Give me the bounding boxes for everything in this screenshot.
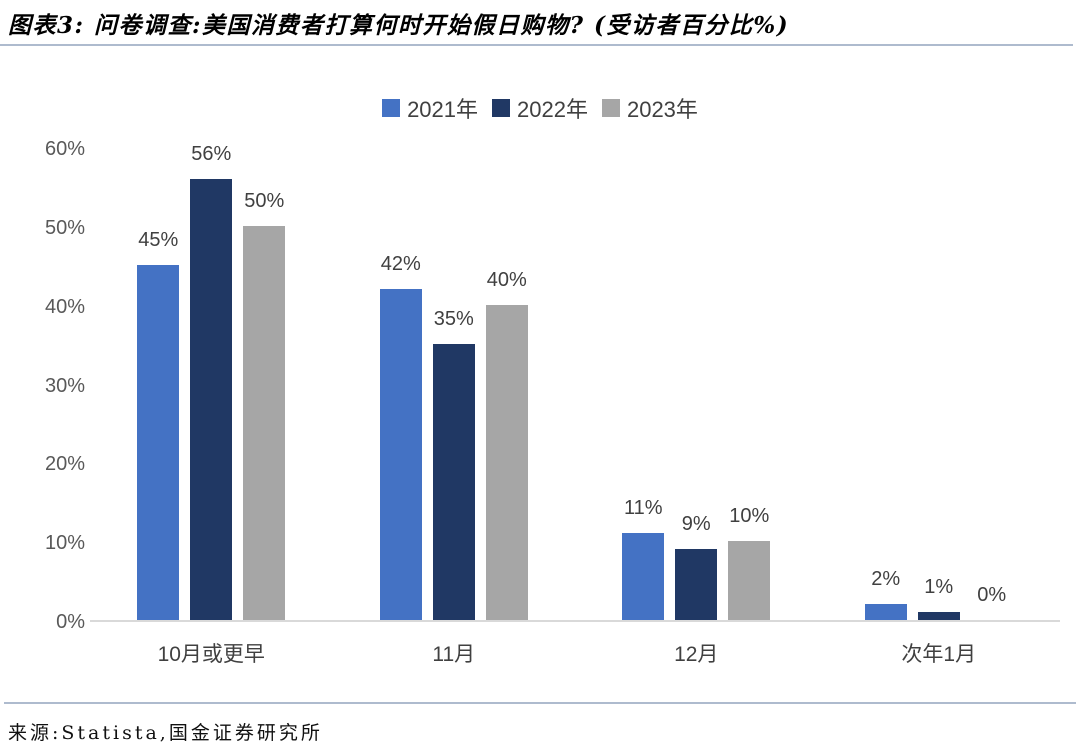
bar	[622, 533, 665, 620]
legend-label: 2021年	[407, 97, 479, 122]
bar-group: 2% 1% 0%	[818, 149, 1061, 620]
bar-column: 9%	[675, 513, 718, 620]
bar-value-label: 0%	[977, 584, 1007, 606]
legend-label: 2023年	[626, 97, 698, 122]
bar	[675, 549, 718, 620]
bar-column: 50%	[243, 189, 286, 620]
y-tick-label: 50%	[44, 216, 85, 239]
bar-value-label: 1%	[924, 576, 954, 599]
bar-group: 45% 56% 50%	[90, 143, 333, 620]
source-attribution: 来源:Statista,国金证券研究所	[8, 722, 323, 744]
y-tick-label: 20%	[44, 453, 85, 476]
bar-column: 10%	[728, 505, 771, 620]
legend-swatch	[492, 99, 511, 117]
x-category-label: 10月或更早	[157, 643, 265, 666]
bar-value-label: 56%	[191, 142, 232, 165]
y-tick-label: 0%	[56, 611, 85, 633]
bar-column: 40%	[485, 268, 528, 620]
bar-value-label: 42%	[380, 252, 421, 275]
y-tick-label: 10%	[44, 532, 85, 555]
bar-value-label: 9%	[681, 513, 711, 536]
caption-divider-line	[0, 44, 1073, 46]
bar	[864, 604, 907, 620]
bar-value-label: 45%	[138, 229, 179, 252]
legend-item: 2022年	[492, 92, 588, 124]
legend-swatch	[601, 99, 620, 117]
bar	[190, 178, 233, 620]
bar-group: 11% 9% 10%	[575, 149, 818, 620]
bar-column: 1%	[917, 576, 960, 620]
legend-label: 2022年	[517, 97, 588, 122]
bar-column: 56%	[190, 142, 233, 620]
legend-item: 2021年	[382, 92, 478, 124]
bar-column: 0%	[971, 584, 1013, 620]
x-category-label: 11月	[432, 643, 476, 666]
chart-legend: 2021年 2022年 2023年	[0, 92, 1080, 124]
x-category-label: 12月	[674, 643, 719, 666]
legend-swatch	[382, 99, 401, 117]
bar-group: 42% 35% 40%	[333, 149, 576, 620]
bar-value-label: 35%	[433, 308, 474, 331]
bar-column: 42%	[379, 252, 422, 620]
legend-item: 2023年	[601, 92, 698, 124]
bar	[243, 225, 286, 620]
footer-divider-line	[4, 702, 1076, 704]
bar-value-label: 40%	[486, 268, 527, 291]
y-tick-label: 40%	[44, 295, 85, 318]
y-tick-label: 30%	[44, 374, 85, 397]
x-axis: 10月或更早 11月 12月 次年1月	[90, 638, 1060, 668]
bar	[379, 288, 422, 620]
bar	[917, 612, 960, 620]
bar	[485, 304, 528, 620]
bar	[137, 265, 180, 620]
plot-area: 45% 56% 50% 42% 35% 40% 11% 9% 10% 2% 1% 0%	[90, 143, 1061, 622]
bar-value-label: 10%	[729, 505, 770, 528]
bar-value-label: 11%	[623, 497, 663, 520]
bar-column: 2%	[864, 568, 907, 620]
figure-caption: 图表3: 问卷调查:美国消费者打算何时开始假日购物? (受访者百分比%)	[8, 12, 790, 39]
bar-column: 45%	[137, 229, 180, 620]
bar-value-label: 50%	[244, 189, 285, 212]
bar	[728, 541, 771, 620]
bar-column: 11%	[622, 497, 665, 620]
y-axis: 0% 10% 20% 30% 40% 50% 60%	[0, 139, 85, 632]
x-category-label: 次年1月	[901, 643, 977, 666]
bar-value-label: 2%	[871, 568, 901, 591]
bar	[432, 344, 475, 620]
bar-column: 35%	[432, 308, 475, 620]
y-tick-label: 60%	[44, 138, 85, 160]
